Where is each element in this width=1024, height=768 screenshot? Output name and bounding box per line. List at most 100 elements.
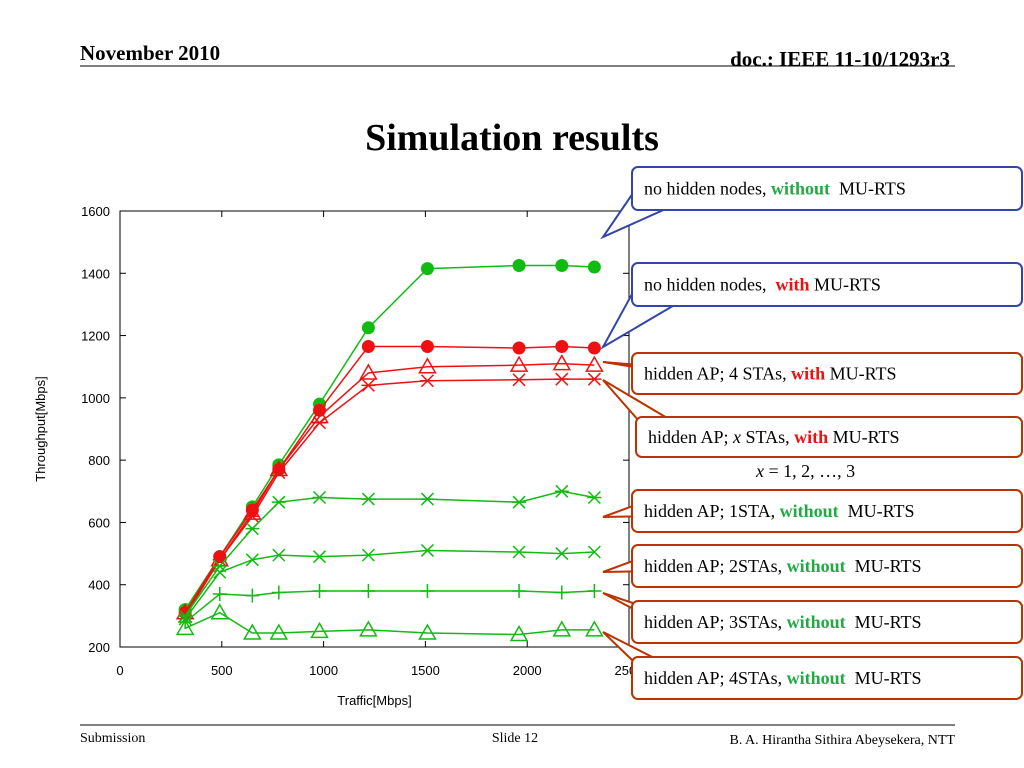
callout-part: MU-RTS — [830, 179, 906, 199]
callout-part: hidden AP; 2STAs, — [644, 556, 787, 576]
y-tick-label: 1000 — [81, 391, 110, 406]
series-line — [184, 549, 595, 620]
point-marker — [587, 341, 601, 355]
callout-box — [631, 262, 1023, 307]
point-marker — [361, 378, 376, 392]
callout-text: hidden AP; 1STA, without MU-RTS — [644, 501, 915, 521]
callout-part: with — [775, 275, 809, 295]
callout-part: STAs, — [741, 427, 794, 447]
callout-part: MU-RTS — [828, 427, 899, 447]
callout-box — [631, 166, 1023, 211]
point-marker — [245, 522, 260, 536]
callout-text: hidden AP; 4STAs, without MU-RTS — [644, 668, 922, 688]
footer-center: Slide 12 — [492, 731, 538, 746]
point-marker — [585, 355, 604, 372]
callout-part: no hidden nodes, — [644, 179, 771, 199]
callout-box — [631, 656, 1023, 700]
callout-part: MU-RTS — [846, 556, 922, 576]
point-marker — [587, 545, 601, 559]
callout-text: hidden AP; 2STAs, without MU-RTS — [644, 556, 922, 576]
callout-part: with — [794, 427, 828, 447]
plot: 200 400 600 800 1000 1200 1400 1600 0 500 1000 1500… — [33, 204, 643, 708]
point-marker — [359, 620, 378, 637]
callout-part: MU-RTS — [846, 612, 922, 632]
point-marker — [418, 623, 437, 640]
point-marker — [212, 587, 227, 602]
note-part: = 1, 2, …, 3 — [764, 461, 855, 481]
point-marker — [512, 583, 527, 598]
point-marker — [271, 495, 286, 509]
callout-part: hidden AP; — [648, 427, 733, 447]
point-marker — [178, 615, 193, 630]
point-marker — [312, 550, 327, 564]
callout-part: MU-RTS — [839, 501, 915, 521]
point-marker — [554, 484, 569, 498]
point-marker — [213, 565, 227, 579]
plot-frame — [119, 210, 630, 648]
callout-part: with — [791, 364, 825, 384]
callout-part: without — [771, 179, 830, 199]
callout-box — [631, 489, 1023, 533]
point-marker — [210, 603, 230, 620]
point-marker — [272, 548, 286, 562]
point-marker — [310, 621, 329, 639]
point-marker — [175, 618, 195, 636]
heading: Simulation results — [365, 117, 659, 159]
point-marker — [361, 583, 376, 598]
x-tick-label: 500 — [211, 663, 233, 678]
point-marker — [243, 623, 262, 640]
x-axis-label: Traffic[Mbps] — [337, 693, 411, 708]
point-marker — [420, 339, 434, 353]
point-marker — [509, 625, 529, 642]
x-tick-label: 0 — [116, 663, 123, 678]
callout-part: x — [732, 427, 741, 447]
point-marker — [587, 372, 602, 386]
point-marker — [555, 259, 569, 272]
y-tick-label: 200 — [88, 640, 110, 655]
point-marker — [512, 259, 526, 272]
footer-right: B. A. Hirantha Sithira Abeysekera, NTT — [729, 733, 955, 748]
callout-part: without — [787, 668, 846, 688]
point-marker — [585, 620, 604, 637]
note-part: x — [755, 461, 764, 481]
point-marker — [312, 490, 327, 505]
point-marker — [418, 357, 437, 374]
point-marker — [512, 495, 527, 509]
y-tick-label: 600 — [88, 515, 110, 530]
y-axis-label: Throughput[Mbps] — [33, 376, 48, 482]
point-marker — [312, 583, 327, 598]
y-tick-label: 800 — [88, 453, 110, 468]
callout-text: no hidden nodes, without MU-RTS — [644, 179, 906, 199]
point-marker — [420, 583, 435, 598]
callout-part: without — [787, 612, 846, 632]
point-marker — [420, 492, 435, 506]
callout-box — [631, 544, 1023, 588]
point-marker — [420, 262, 434, 276]
doc-id: doc.: IEEE 11-10/1293r3 — [730, 47, 950, 71]
series-line — [184, 264, 595, 611]
series-line — [184, 345, 595, 614]
callout-part: hidden AP; 1STA, — [644, 501, 780, 521]
point-marker — [554, 372, 569, 386]
point-marker — [312, 416, 327, 430]
point-marker — [587, 583, 602, 598]
footer-left: Submission — [80, 731, 145, 746]
point-marker — [271, 585, 286, 600]
callout-text: hidden AP; 3STAs, without MU-RTS — [644, 612, 922, 632]
point-marker — [509, 355, 529, 372]
point-marker — [587, 260, 601, 274]
x-tick-label: 2000 — [513, 663, 542, 678]
callout-box — [635, 416, 1023, 458]
date: November 2010 — [80, 41, 220, 65]
y-tick-label: 400 — [88, 578, 110, 593]
point-marker — [512, 341, 526, 355]
y-tick-label: 1400 — [81, 266, 110, 281]
callout-part: without — [780, 501, 839, 521]
callout-text: no hidden nodes, with MU-RTS — [644, 275, 881, 295]
series-line — [184, 490, 595, 617]
point-marker — [555, 547, 569, 561]
callout-box — [631, 600, 1023, 644]
point-marker — [269, 623, 289, 640]
